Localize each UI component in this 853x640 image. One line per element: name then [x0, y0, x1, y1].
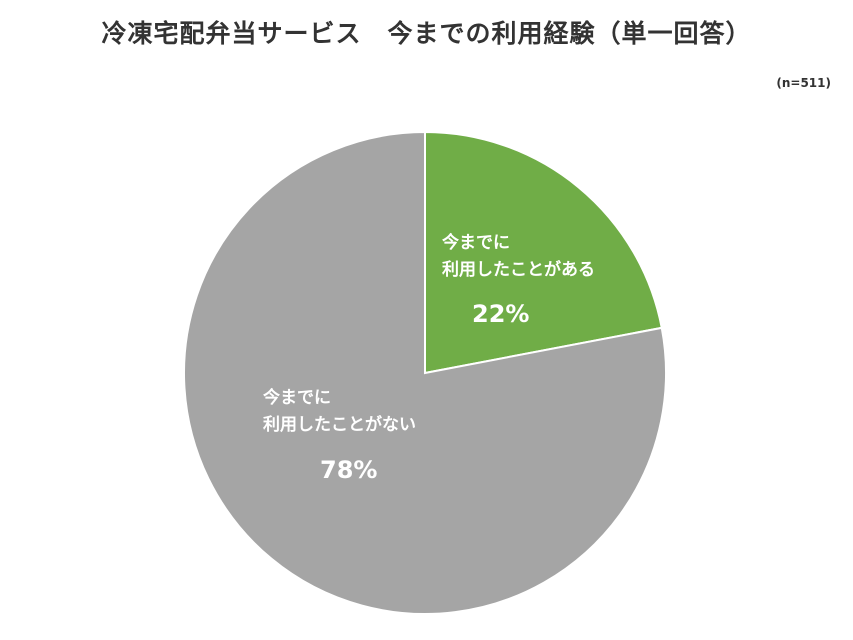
slice-value-label-1: 22%	[472, 300, 529, 328]
slice-label-line1-2: 今までに	[263, 387, 331, 408]
chart-title: 冷凍宅配弁当サービス 今までの利用経験（単一回答）	[101, 19, 752, 48]
slice-label-line1-1: 今までに	[442, 232, 510, 253]
sample-size-note: (n=511)	[776, 76, 831, 90]
pie-slice-2	[183, 130, 667, 615]
slice-label-line2-1: 利用したことがある	[442, 259, 595, 280]
pie-slice-1	[424, 130, 663, 375]
slice-label-line2-2: 利用したことがない	[263, 414, 416, 435]
slice-value-label-2: 78%	[320, 456, 377, 484]
